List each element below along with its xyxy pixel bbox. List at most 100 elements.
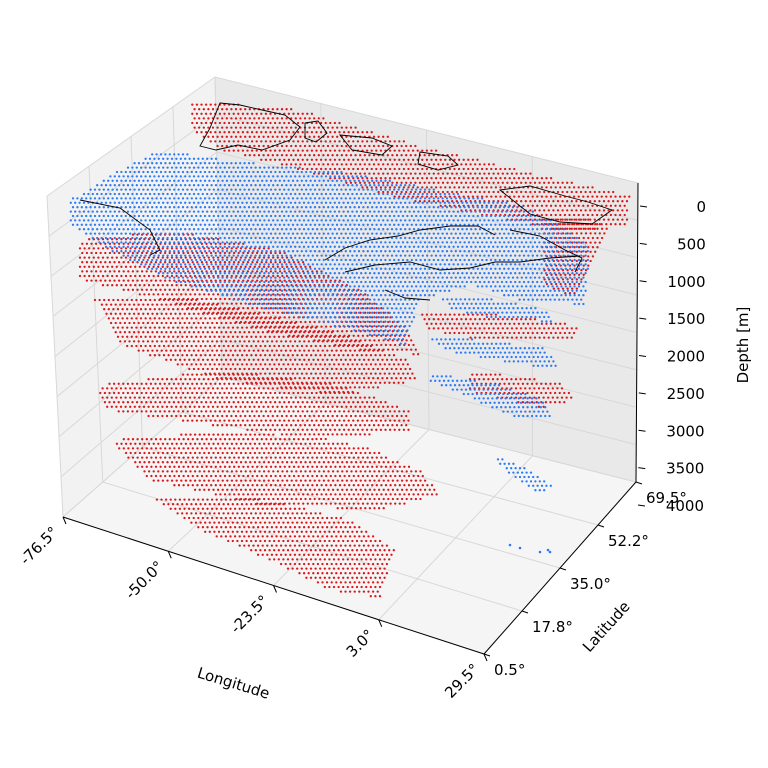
depth-point [266, 321, 269, 325]
depth-point [575, 190, 578, 194]
depth-point [531, 195, 534, 198]
depth-point [389, 502, 392, 505]
depth-point [365, 410, 369, 413]
depth-point [215, 340, 219, 343]
depth-point [324, 382, 327, 385]
depth-point [229, 340, 232, 343]
depth-point [296, 410, 300, 413]
depth-point [338, 121, 341, 125]
depth-point [365, 158, 369, 161]
depth-point [282, 326, 285, 329]
depth-point [266, 331, 269, 334]
depth-point [345, 396, 348, 399]
depth-point [358, 340, 361, 343]
depth-point [255, 270, 259, 273]
depth-point [234, 367, 237, 371]
depth-point [223, 103, 226, 106]
depth-point [214, 419, 217, 422]
depth-point [428, 181, 431, 184]
depth-point [120, 284, 123, 287]
depth-point [165, 378, 169, 381]
depth-point [302, 553, 306, 556]
depth-point [313, 154, 316, 157]
depth-point [249, 470, 252, 473]
depth-point [598, 190, 601, 194]
depth-point [149, 317, 152, 320]
depth-point [106, 396, 109, 399]
depth-point [206, 516, 209, 520]
depth-point [227, 539, 230, 543]
depth-point [294, 387, 297, 390]
depth-point [183, 303, 186, 306]
depth-point [310, 335, 313, 338]
depth-point [254, 335, 258, 338]
depth-point [135, 382, 139, 385]
depth-point [227, 131, 231, 134]
depth-point [328, 363, 331, 366]
depth-point [279, 484, 282, 487]
depth-point [198, 108, 201, 111]
depth-point [267, 442, 270, 445]
depth-point [281, 284, 284, 287]
depth-point [328, 521, 331, 524]
depth-point [267, 117, 270, 120]
depth-point [255, 391, 258, 395]
depth-point [410, 339, 413, 342]
depth-point [229, 507, 232, 510]
depth-point [338, 401, 341, 404]
depth-point [375, 307, 378, 310]
depth-point [211, 135, 215, 138]
depth-point [304, 479, 307, 482]
depth-point [83, 265, 86, 268]
depth-point [170, 247, 174, 250]
depth-point [145, 474, 148, 478]
depth-point [174, 349, 177, 352]
depth-point [336, 135, 339, 138]
depth-point [119, 331, 122, 334]
depth-point [255, 401, 258, 404]
depth-point [214, 391, 217, 395]
depth-grid [60, 338, 637, 478]
depth-point [393, 167, 396, 171]
depth-point [123, 312, 127, 315]
depth-point [247, 349, 251, 352]
depth-point [183, 331, 186, 334]
depth-point [121, 298, 124, 302]
depth-point [209, 382, 212, 385]
depth-point [186, 288, 190, 291]
depth-point [227, 512, 230, 515]
depth-point [223, 297, 227, 301]
depth-point [315, 270, 319, 273]
depth-point [227, 140, 231, 143]
depth-point [246, 307, 250, 310]
depth-point [213, 335, 216, 338]
depth-point [367, 553, 370, 556]
depth-point [349, 181, 353, 184]
depth-point [184, 293, 187, 296]
depth-point [275, 544, 278, 547]
depth-point [147, 451, 151, 455]
depth-point [251, 493, 254, 496]
depth-point [250, 112, 254, 115]
depth-point [234, 414, 238, 418]
depth-point [318, 488, 321, 491]
depth-point [492, 163, 495, 166]
depth-point [161, 274, 164, 278]
depth-point [288, 484, 291, 487]
depth-point [316, 367, 320, 371]
depth-point [193, 396, 196, 399]
depth-point [208, 512, 211, 515]
depth-point [268, 521, 271, 524]
depth-point [281, 479, 284, 482]
depth-point [268, 539, 271, 543]
depth-point [368, 154, 371, 157]
depth-point [287, 149, 291, 152]
depth-point [214, 140, 217, 143]
depth-point [181, 512, 184, 515]
depth-point [374, 567, 377, 570]
depth-point [343, 447, 346, 450]
depth-point [396, 461, 399, 464]
depth-point [184, 433, 188, 436]
depth-point [140, 382, 143, 385]
depth-point [123, 331, 127, 334]
